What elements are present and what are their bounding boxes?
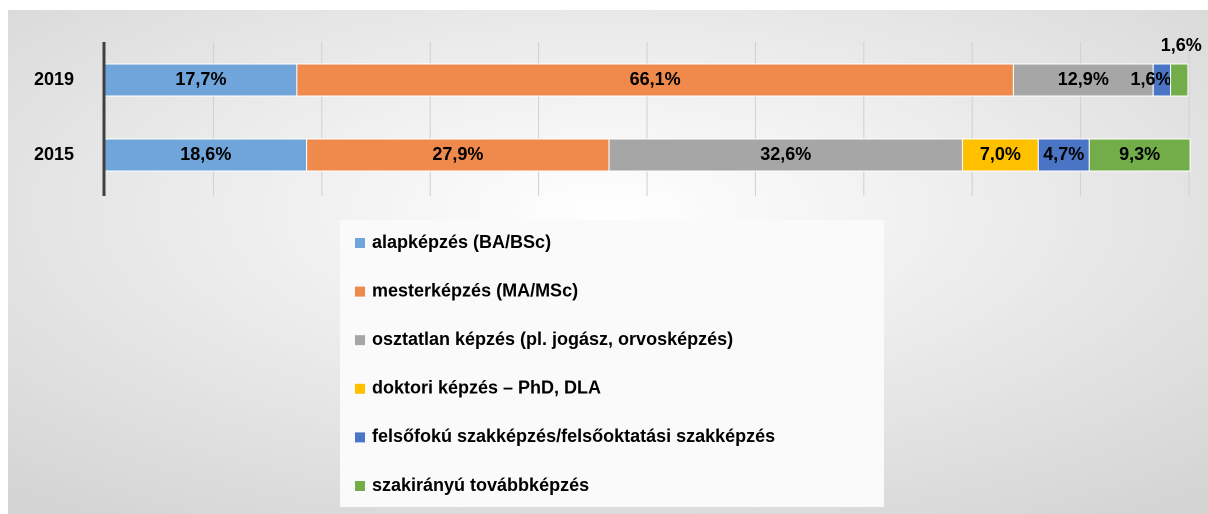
data-label: 17,7% <box>175 69 226 89</box>
y-tick-label: 2019 <box>34 69 74 89</box>
data-label: 18,6% <box>180 144 231 164</box>
bar-segment <box>1088 138 1191 172</box>
data-label: 4,7% <box>1043 144 1084 164</box>
legend-swatch <box>355 286 365 297</box>
bar-segment <box>1170 63 1189 97</box>
data-label: 27,9% <box>432 144 483 164</box>
bar-segment <box>1037 138 1090 172</box>
legend-box <box>340 220 884 507</box>
legend-label: mesterképzés (MA/MSc) <box>372 280 578 300</box>
legend-swatch <box>355 238 365 248</box>
legend-label: alapképzés (BA/BSc) <box>372 232 551 252</box>
y-tick-label: 2015 <box>34 144 74 164</box>
legend-swatch <box>355 432 365 443</box>
data-label: 7,0% <box>980 144 1021 164</box>
data-label: 1,6% <box>1161 35 1202 55</box>
legend-swatch <box>355 383 365 394</box>
data-label: 12,9% <box>1058 69 1109 89</box>
legend-label: felsőfokú szakképzés/felsőoktatási szakk… <box>372 426 775 446</box>
bar-segment <box>961 138 1039 172</box>
data-label: 9,3% <box>1119 144 1160 164</box>
legend-swatch <box>355 481 365 491</box>
data-label: 66,1% <box>630 69 681 89</box>
bar-segment <box>608 138 963 172</box>
legend-label: szakirányú továbbképzés <box>372 475 589 495</box>
legend-swatch <box>355 335 365 346</box>
data-label: 1,6% <box>1131 69 1172 89</box>
bar-segment <box>1012 63 1154 97</box>
legend-label: osztatlan képzés (pl. jogász, orvosképzé… <box>372 329 733 349</box>
legend-label: doktori képzés – PhD, DLA <box>372 378 601 398</box>
data-label: 32,6% <box>760 144 811 164</box>
